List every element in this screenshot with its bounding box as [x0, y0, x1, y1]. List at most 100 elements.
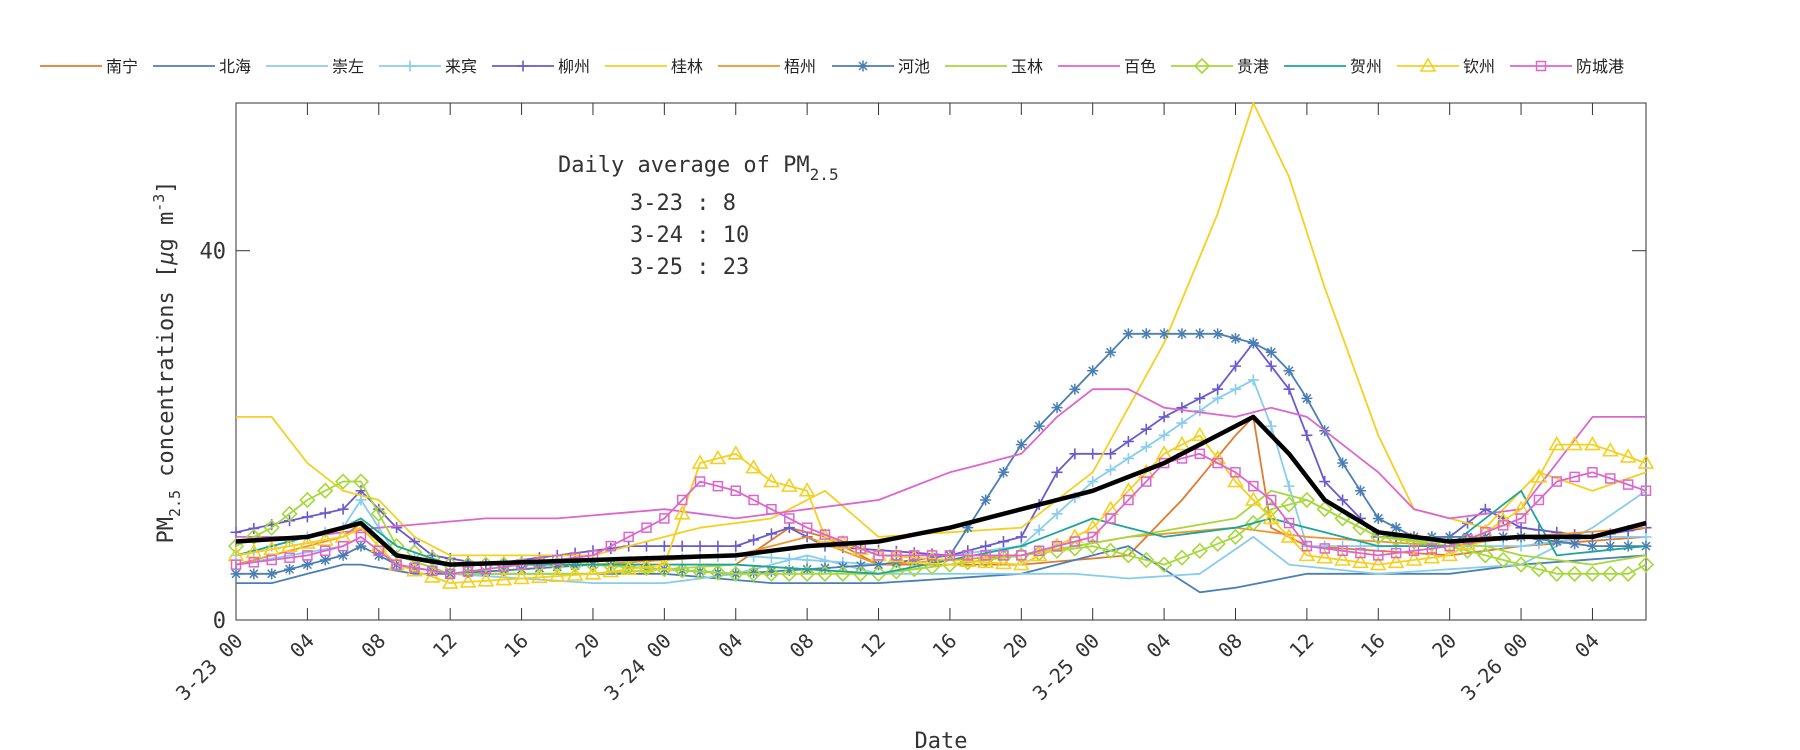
series-line	[236, 102, 1647, 557]
data-point	[444, 568, 456, 580]
data-point	[1566, 436, 1584, 451]
y-label-sub: 2.5	[166, 490, 184, 517]
x-tick-label: 12	[428, 629, 462, 663]
data-point	[1408, 545, 1420, 557]
data-point	[748, 494, 759, 506]
data-point	[1265, 420, 1277, 432]
data-point	[995, 554, 1012, 570]
data-point	[355, 531, 367, 543]
legend-label: 来宾	[445, 57, 477, 76]
data-point	[1016, 550, 1027, 561]
data-point	[548, 567, 566, 582]
y-label-suffix: ]	[154, 180, 179, 193]
legend-label: 南宁	[106, 57, 138, 76]
data-point	[462, 566, 474, 577]
data-point	[730, 485, 741, 496]
data-point	[1301, 540, 1313, 552]
data-point	[1530, 561, 1548, 578]
x-tick-label: 3-23 00	[171, 629, 248, 706]
x-tick-label: 08	[785, 629, 819, 663]
legend-item-e998b2e59f8ee6b8af: 防城港	[1510, 57, 1624, 76]
annotation-line-1: 3-23 : 8	[630, 191, 736, 216]
data-point	[709, 564, 727, 581]
data-point	[355, 540, 367, 552]
x-tick-label: 16	[499, 629, 533, 663]
data-point	[980, 550, 991, 561]
data-point	[531, 568, 548, 584]
data-point	[1229, 383, 1241, 395]
data-point	[1283, 365, 1295, 377]
data-point	[1369, 556, 1387, 571]
data-point	[926, 550, 938, 561]
data-point	[1248, 480, 1259, 492]
data-point	[337, 540, 349, 552]
data-point	[730, 540, 742, 552]
legend-item-e6a182e69e97: 桂林	[605, 57, 703, 76]
data-point	[1265, 360, 1277, 372]
data-point	[284, 552, 295, 563]
data-point	[1051, 402, 1063, 414]
data-point	[641, 522, 652, 533]
data-point	[1622, 479, 1634, 490]
data-point	[748, 534, 760, 546]
x-tick-label: 12	[1284, 629, 1318, 663]
data-point	[1138, 551, 1155, 569]
data-point	[248, 557, 260, 568]
data-point	[1191, 426, 1209, 442]
legend-item-e6b2b3e6b1a0: 河池	[832, 57, 930, 76]
data-point	[620, 560, 638, 576]
legend-marker	[404, 60, 416, 72]
x-tick-label: 12	[856, 629, 890, 663]
data-point	[1105, 448, 1117, 460]
data-point	[1298, 546, 1316, 562]
data-point	[1265, 494, 1277, 506]
data-point	[819, 562, 831, 574]
data-point	[926, 552, 938, 564]
data-point	[1352, 553, 1369, 569]
legend-marker	[1193, 57, 1211, 75]
data-point	[1405, 551, 1423, 566]
legend-marker	[857, 60, 869, 72]
annotation-title: Daily average of PM2.5	[558, 153, 839, 184]
daily-average-annotation: Daily average of PM2.5 3-23 : 8 3-24 : 1…	[558, 153, 839, 280]
data-point	[962, 522, 974, 534]
series-e799bee889b2	[236, 388, 1646, 538]
data-point	[712, 480, 724, 492]
data-point	[1069, 448, 1081, 460]
data-point	[1515, 513, 1527, 524]
data-point	[765, 566, 777, 578]
data-point	[1283, 517, 1295, 529]
legend-item-e58c97e6b5b7: 北海	[153, 57, 251, 76]
data-point	[299, 491, 316, 509]
data-point	[1640, 531, 1652, 543]
data-point	[673, 505, 691, 520]
data-point	[1140, 328, 1152, 340]
data-point	[1087, 448, 1099, 460]
data-point	[1087, 531, 1098, 543]
legend: 南宁 北海 崇左 来宾 柳州 桂林 梧州 河池 玉林 百色 贵港 贺州 钦州 防城港	[40, 57, 1624, 76]
data-point	[1245, 514, 1262, 532]
y-label-middle: concentrations [	[154, 265, 179, 490]
legend-label: 防城港	[1576, 57, 1624, 76]
data-point	[248, 522, 260, 534]
data-point	[676, 494, 688, 506]
x-tick-label: 20	[999, 629, 1033, 663]
data-point	[302, 550, 313, 561]
data-point	[1176, 417, 1188, 429]
data-point	[1012, 556, 1030, 571]
data-point	[1051, 540, 1063, 552]
series-e69fb3e5b79e	[230, 337, 1652, 571]
data-point	[783, 564, 795, 576]
data-point	[1262, 509, 1280, 525]
data-point	[1640, 485, 1652, 496]
data-point	[1280, 528, 1298, 543]
data-point	[1141, 476, 1152, 487]
legend-item-e78e89e69e97: 玉林	[945, 57, 1043, 76]
data-point	[551, 561, 563, 573]
data-point	[1033, 420, 1045, 432]
data-point	[1444, 531, 1456, 543]
x-tick-label: 20	[1427, 629, 1461, 663]
series-line	[235, 452, 1647, 575]
data-point	[962, 550, 974, 561]
